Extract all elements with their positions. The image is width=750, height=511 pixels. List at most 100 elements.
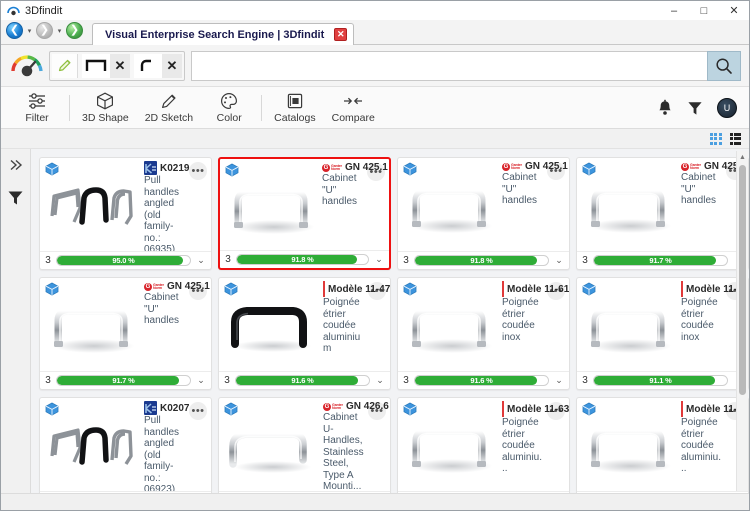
card-expand-chevron-icon[interactable]: ⌄ [555,375,563,385]
browser-tab[interactable]: Visual Enterprise Search Engine | 3Dfind… [92,23,355,45]
match-score-value: 91.6 % [291,376,314,385]
product-thumbnail[interactable] [224,177,322,239]
card-brand-row: G Ganter Norm GN 426.6 [323,401,389,412]
result-card[interactable]: ••• K0207 Pull handles angled (old family-… [39,397,212,493]
match-score-bar: 91.1 % [593,375,728,386]
card-menu-button[interactable]: ••• [547,282,565,300]
u-shape-sketch-thumb[interactable] [82,53,110,78]
card-expand-chevron-icon[interactable]: ⌄ [375,254,383,264]
maximize-button[interactable]: □ [700,4,708,17]
match-score-bar: 91.6 % [414,375,549,386]
scroll-up-arrow-icon[interactable]: ▲ [739,153,746,161]
cube-badge-icon [582,282,596,296]
card-body: ••• G Ganter Norm GN 425.1 Cabinet "U" handle… [577,158,748,251]
card-description: Cabinet "U" handles [502,172,538,206]
card-brand-row: INDEXMARKETModèle 11-635 [502,401,569,417]
result-card[interactable]: ••• G Ganter Norm GN 426.6 Cabinet U-Handles,… [218,397,391,493]
toolbar-divider [261,94,263,121]
product-thumbnail[interactable] [44,296,142,358]
card-menu-button[interactable]: ••• [189,162,207,180]
back-arrow-icon[interactable]: ❮ [6,22,23,39]
filter-funnel-icon[interactable] [5,187,27,207]
pencil-sketch-icon[interactable] [52,53,78,78]
notifications-bell-icon[interactable] [657,99,673,117]
list-view-icon[interactable] [729,132,741,145]
result-card[interactable]: ••• G Ganter Norm GN 425.1 Cabinet "U" handle… [397,157,570,270]
card-description: Cabinet "U" handles [322,173,358,207]
product-thumbnail[interactable] [44,176,142,238]
cube-badge-icon [582,162,596,176]
remove-sketch-2-icon[interactable]: ✕ [162,53,182,78]
toolbar-item-catalogs[interactable]: Catalogs [266,91,323,124]
catalog-icon [285,91,305,111]
product-thumbnail[interactable] [223,416,321,478]
product-thumbnail[interactable] [44,416,142,478]
window-controls: – □ ✕ [659,1,749,20]
card-menu-button[interactable]: ••• [547,402,565,420]
card-footer: 3 91.7 % ⌄ [40,371,211,389]
card-variant-count: 3 [45,375,51,386]
result-card[interactable]: ••• G Ganter Norm GN 425.1 Cabinet "U" handle… [218,157,391,270]
toolbar-item-filter[interactable]: Filter [9,91,65,124]
card-description: Cabinet "U" handles [681,172,717,206]
forward-history-caret-icon[interactable]: ▾ [57,27,62,35]
card-expand-chevron-icon[interactable]: ⌄ [376,375,384,385]
arc-sketch-thumb[interactable] [134,53,162,78]
toolbar-item-3d-shape[interactable]: 3D Shape [74,91,137,124]
filter-funnel-icon[interactable] [687,100,703,116]
card-description: Pull handles angled (old family-no.: 069… [144,175,180,251]
result-card[interactable]: ••• G Ganter Norm GN 425.1 Cabinet "U" handle… [39,277,212,390]
close-button[interactable]: ✕ [729,5,739,17]
search-button[interactable] [707,50,741,81]
card-footer: 3 91.8 % ⌄ [220,250,389,268]
card-menu-button[interactable]: ••• [547,162,565,180]
card-info: G Ganter Norm GN 425.1 Cabinet "U" handles [502,161,568,207]
index-marketing-stamp-icon: INDEXMARKET [681,401,683,417]
toolbar-label: Color [216,112,242,124]
product-thumbnail[interactable] [581,176,679,238]
minimize-button[interactable]: – [670,4,678,17]
grid-view-icon[interactable] [709,132,722,145]
card-brand-row: K0207 [144,401,189,415]
go-arrow-icon[interactable]: ❯ [66,22,83,39]
card-expand-chevron-icon[interactable]: ⌄ [197,255,205,265]
card-info: G Ganter Norm GN 426.6 Cabinet U-Handles, St… [323,401,389,491]
card-menu-button[interactable]: ••• [367,163,385,181]
result-card[interactable]: ••• G Ganter Norm GN 425.1 Cabinet "U" handle… [576,157,749,270]
results-scrollbar[interactable]: ▲ [736,151,748,491]
toolbar-item-color[interactable]: Color [201,91,257,124]
product-thumbnail[interactable] [402,176,500,238]
card-menu-button[interactable]: ••• [189,402,207,420]
card-expand-chevron-icon[interactable]: ⌄ [555,255,563,265]
result-card[interactable]: ••• K0219 Pull handles angled (old family-… [39,157,212,270]
toolbar-item-compare[interactable]: Compare [324,91,383,124]
card-body: ••• K0219 Pull handles angled (old family-… [40,158,211,251]
card-menu-button[interactable]: ••• [189,282,207,300]
cube-badge-icon [45,402,59,416]
results-panel: ••• K0219 Pull handles angled (old family-… [31,149,749,493]
product-thumbnail[interactable] [223,296,321,358]
product-thumbnail[interactable] [402,296,500,358]
product-thumbnail[interactable] [402,416,500,478]
card-menu-button[interactable]: ••• [368,402,386,420]
scrollbar-thumb[interactable] [739,165,746,395]
forward-arrow-icon[interactable]: ❯ [36,22,53,39]
back-history-caret-icon[interactable]: ▾ [27,27,32,35]
remove-sketch-1-icon[interactable]: ✕ [110,53,130,78]
user-avatar[interactable]: U [717,97,737,118]
card-menu-button[interactable]: ••• [368,282,386,300]
tab-close-icon[interactable]: ✕ [334,28,348,41]
card-brand-row: G Ganter Norm GN 425.1 [144,281,210,292]
toolbar-item-2d-sketch[interactable]: 2D Sketch [137,91,201,124]
chevron-double-right-icon[interactable] [5,155,27,175]
card-expand-chevron-icon[interactable]: ⌄ [197,375,205,385]
product-thumbnail[interactable] [581,296,679,358]
search-input[interactable] [191,50,707,81]
product-thumbnail[interactable] [581,416,679,478]
